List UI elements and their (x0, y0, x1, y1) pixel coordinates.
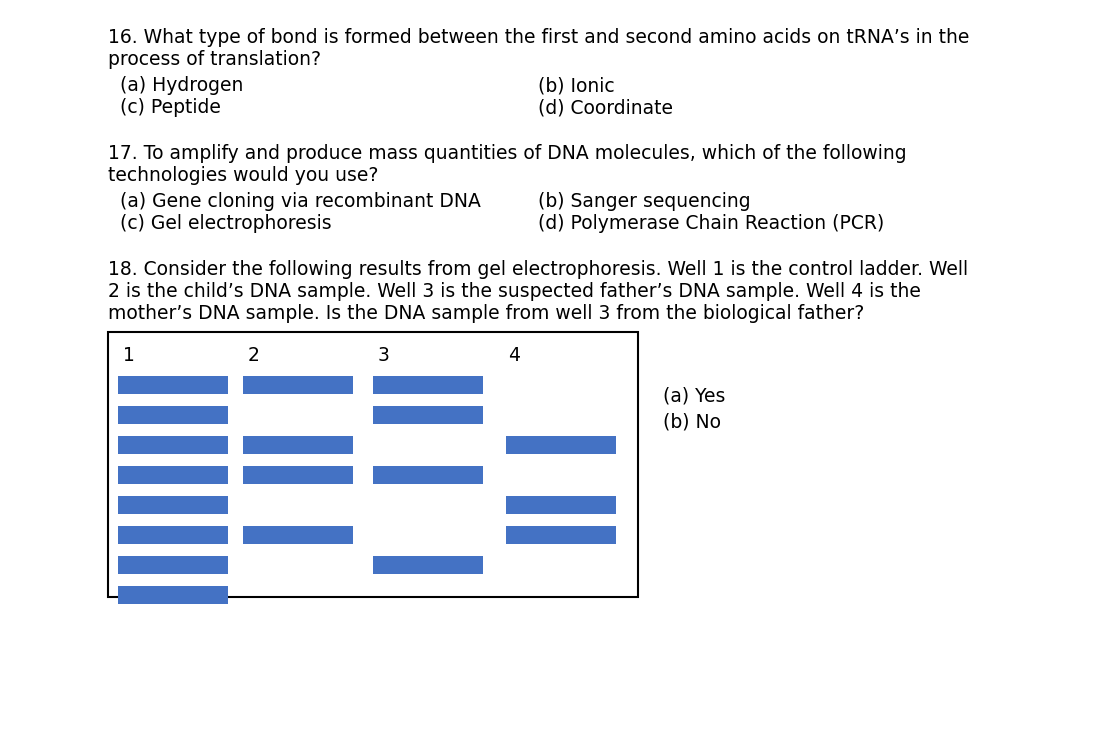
Text: 3: 3 (378, 346, 390, 365)
Bar (118, 496, 228, 514)
Bar (243, 376, 353, 394)
Bar (373, 376, 483, 394)
Bar (506, 436, 616, 454)
Bar (373, 406, 483, 424)
Bar (118, 526, 228, 544)
Text: (b) Ionic: (b) Ionic (538, 76, 615, 95)
Text: technologies would you use?: technologies would you use? (109, 166, 378, 185)
Text: 1: 1 (123, 346, 135, 365)
Text: (b) Sanger sequencing: (b) Sanger sequencing (538, 192, 751, 211)
Text: (c) Peptide: (c) Peptide (109, 98, 221, 117)
Bar (118, 376, 228, 394)
Bar (118, 586, 228, 604)
Bar (243, 436, 353, 454)
Bar (506, 526, 616, 544)
Bar (373, 466, 483, 484)
Bar (506, 496, 616, 514)
Text: 4: 4 (509, 346, 520, 365)
Text: 2 is the child’s DNA sample. Well 3 is the suspected father’s DNA sample. Well 4: 2 is the child’s DNA sample. Well 3 is t… (109, 282, 921, 301)
Text: 17. To amplify and produce mass quantities of DNA molecules, which of the follow: 17. To amplify and produce mass quantiti… (109, 144, 906, 163)
Bar (243, 526, 353, 544)
Text: (a) Gene cloning via recombinant DNA: (a) Gene cloning via recombinant DNA (109, 192, 481, 211)
Text: (c) Gel electrophoresis: (c) Gel electrophoresis (109, 214, 332, 233)
Bar (118, 466, 228, 484)
Bar (373, 556, 483, 574)
Bar (109, 332, 638, 597)
Text: 2: 2 (248, 346, 260, 365)
Text: 18. Consider the following results from gel electrophoresis. Well 1 is the contr: 18. Consider the following results from … (109, 260, 968, 279)
Text: (d) Coordinate: (d) Coordinate (538, 98, 673, 117)
Text: (d) Polymerase Chain Reaction (PCR): (d) Polymerase Chain Reaction (PCR) (538, 214, 884, 233)
Bar (118, 556, 228, 574)
Text: 16. What type of bond is formed between the first and second amino acids on tRNA: 16. What type of bond is formed between … (109, 28, 969, 47)
Text: (b) No: (b) No (663, 413, 721, 432)
Text: mother’s DNA sample. Is the DNA sample from well 3 from the biological father?: mother’s DNA sample. Is the DNA sample f… (109, 304, 865, 323)
Bar (243, 466, 353, 484)
Text: (a) Hydrogen: (a) Hydrogen (109, 76, 243, 95)
Bar (118, 406, 228, 424)
Bar (118, 436, 228, 454)
Text: process of translation?: process of translation? (109, 50, 321, 69)
Text: (a) Yes: (a) Yes (663, 387, 726, 406)
